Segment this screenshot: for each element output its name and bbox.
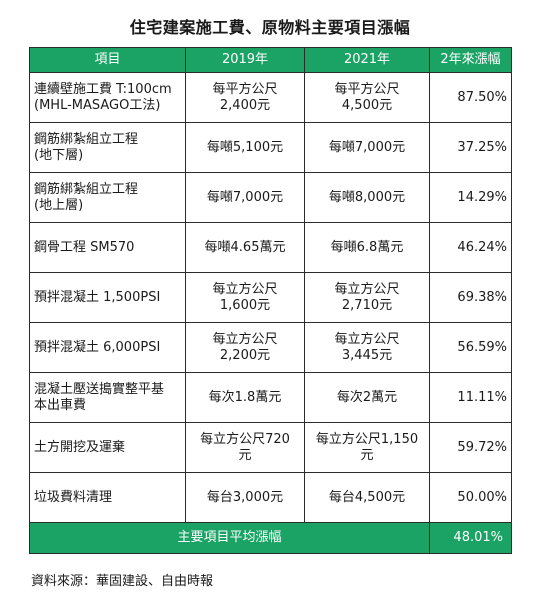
cell-item-line: (地上層)	[34, 197, 84, 213]
cell-item: 混凝土壓送搗實整平基 本出車費	[29, 372, 186, 423]
cell-item-line: 鋼筋綁紮組立工程	[34, 131, 139, 147]
table-row: 鋼筋綁紮組立工程 (地上層) 每噸7,000元 每噸8,000元 14.29%	[29, 172, 512, 223]
table-row: 鋼骨工程 SM570 每噸4.65萬元 每噸6.8萬元 46.24%	[29, 222, 512, 273]
cell-item: 垃圾費料清理	[29, 472, 186, 523]
cell-2019: 每噸7,000元	[185, 172, 305, 223]
cell-2021: 每次2萬元	[304, 372, 430, 423]
cell-item: 鋼筋綁紮組立工程 (地上層)	[29, 172, 186, 223]
cell-increase: 50.00%	[429, 472, 512, 523]
average-row: 主要項目平均漲幅 48.01%	[29, 522, 512, 554]
cell-2021-line: 每立方公尺	[334, 331, 400, 347]
cell-increase: 46.24%	[429, 222, 512, 273]
cell-item-line: 鋼骨工程 SM570	[34, 239, 135, 255]
cell-item-line: 土方開挖及運棄	[34, 439, 126, 455]
source-note: 資料來源：華固建設、自由時報	[31, 574, 214, 589]
price-increase-table: 項目 2019年 2021年 2年來漲幅 連續壁施工費 T:100cm (MHL-…	[29, 47, 512, 554]
cell-item-line: (MHL-MASAGO工法)	[34, 97, 161, 113]
page-title: 住宅建案施工費、原物料主要項目漲幅	[129, 18, 411, 37]
cell-increase: 14.29%	[429, 172, 512, 223]
cell-item-line: 預拌混凝土 1,500PSI	[34, 289, 161, 305]
cell-2021: 每噸6.8萬元	[304, 222, 430, 273]
cell-2019: 每立方公尺 2,200元	[185, 322, 305, 373]
cell-item: 預拌混凝土 6,000PSI	[29, 322, 186, 373]
column-header-increase: 2年來漲幅	[429, 47, 512, 73]
table-row: 混凝土壓送搗實整平基 本出車費 每次1.8萬元 每次2萬元 11.11%	[29, 372, 512, 423]
cell-2019-line: 每噸5,100元	[206, 139, 284, 155]
cell-2021-line: 每台4,500元	[328, 489, 406, 505]
cell-2021-line: 每立方公尺	[334, 281, 400, 297]
cell-increase: 59.72%	[429, 422, 512, 473]
cell-increase: 37.25%	[429, 122, 512, 173]
cell-2019-line: 每噸7,000元	[206, 189, 284, 205]
table-body: 連續壁施工費 T:100cm (MHL-MASAGO工法) 每平方公尺 2,400元每…	[29, 72, 512, 523]
cell-item-line: 混凝土壓送搗實整平基	[34, 381, 165, 397]
cell-2019-line: 每平方公尺	[212, 81, 278, 97]
cell-2021: 每噸7,000元	[304, 122, 430, 173]
table-row: 土方開挖及運棄 每立方公尺720 元每立方公尺1,150 元 59.72%	[29, 422, 512, 473]
table-row: 垃圾費料清理 每台3,000元 每台4,500元 50.00%	[29, 472, 512, 523]
table-row: 連續壁施工費 T:100cm (MHL-MASAGO工法) 每平方公尺 2,400元每…	[29, 72, 512, 123]
cell-2021-line: 2,710元	[341, 297, 393, 313]
cell-item-line: 垃圾費料清理	[34, 489, 113, 505]
cell-2021-line: 每平方公尺	[334, 81, 400, 97]
cell-2021-line: 每次2萬元	[336, 389, 398, 405]
cell-item: 土方開挖及運棄	[29, 422, 186, 473]
cell-increase: 11.11%	[429, 372, 512, 423]
cell-2021-line: 3,445元	[341, 347, 393, 363]
cell-2019-line: 元	[238, 447, 252, 463]
cell-increase: 69.38%	[429, 272, 512, 323]
average-label: 主要項目平均漲幅	[29, 522, 430, 554]
cell-2019-line: 1,600元	[219, 297, 271, 313]
cell-2019-line: 每台3,000元	[206, 489, 284, 505]
cell-2019: 每立方公尺 1,600元	[185, 272, 305, 323]
cell-2021: 每平方公尺 4,500元	[304, 72, 430, 123]
column-header-item: 項目	[29, 47, 186, 73]
cell-2019-line: 2,200元	[219, 347, 271, 363]
cell-2021: 每台4,500元	[304, 472, 430, 523]
cell-2021: 每立方公尺 2,710元	[304, 272, 430, 323]
cell-item-line: 本出車費	[34, 397, 87, 413]
cell-2021-line: 每立方公尺1,150	[315, 431, 419, 447]
cell-2019: 每台3,000元	[185, 472, 305, 523]
cell-2019-line: 每立方公尺	[212, 331, 278, 347]
cell-2021: 每立方公尺 3,445元	[304, 322, 430, 373]
cell-2019-line: 每次1.8萬元	[208, 389, 282, 405]
cell-2019-line: 每噸4.65萬元	[204, 239, 286, 255]
cell-2019: 每次1.8萬元	[185, 372, 305, 423]
cell-2021-line: 每噸6.8萬元	[330, 239, 404, 255]
cell-item: 預拌混凝土 1,500PSI	[29, 272, 186, 323]
column-header-2019: 2019年	[185, 47, 305, 73]
cell-item-line: 連續壁施工費 T:100cm	[34, 81, 172, 97]
cell-2021-line: 每噸8,000元	[328, 189, 406, 205]
average-value: 48.01%	[429, 522, 512, 554]
cell-2021: 每立方公尺1,150 元	[304, 422, 430, 473]
cell-item-line: 鋼筋綁紮組立工程	[34, 181, 139, 197]
cell-2019: 每立方公尺720 元	[185, 422, 305, 473]
cell-item-line: (地下層)	[34, 147, 84, 163]
cell-2021: 每噸8,000元	[304, 172, 430, 223]
cell-2019: 每噸5,100元	[185, 122, 305, 173]
table-row: 預拌混凝土 6,000PSI 每立方公尺 2,200元 每立方公尺 3,445元 56.5…	[29, 322, 512, 373]
table-row: 預拌混凝土 1,500PSI 每立方公尺 1,600元 每立方公尺 2,710元 69.3…	[29, 272, 512, 323]
cell-2019-line: 每立方公尺	[212, 281, 278, 297]
cell-2021-line: 元	[360, 447, 374, 463]
table-row: 鋼筋綁紮組立工程 (地下層) 每噸5,100元 每噸7,000元 37.25%	[29, 122, 512, 173]
cell-item: 連續壁施工費 T:100cm (MHL-MASAGO工法)	[29, 72, 186, 123]
cell-2019: 每平方公尺 2,400元	[185, 72, 305, 123]
cell-item-line: 預拌混凝土 6,000PSI	[34, 339, 161, 355]
cell-increase: 56.59%	[429, 322, 512, 373]
cell-2019: 每噸4.65萬元	[185, 222, 305, 273]
table-header-row: 項目 2019年 2021年 2年來漲幅	[29, 47, 512, 73]
cell-2019-line: 每立方公尺720	[200, 431, 290, 447]
cell-increase: 87.50%	[429, 72, 512, 123]
cell-2019-line: 2,400元	[219, 97, 271, 113]
cell-item: 鋼骨工程 SM570	[29, 222, 186, 273]
cell-2021-line: 每噸7,000元	[328, 139, 406, 155]
column-header-2021: 2021年	[304, 47, 430, 73]
cell-2021-line: 4,500元	[341, 97, 393, 113]
cell-item: 鋼筋綁紮組立工程 (地下層)	[29, 122, 186, 173]
